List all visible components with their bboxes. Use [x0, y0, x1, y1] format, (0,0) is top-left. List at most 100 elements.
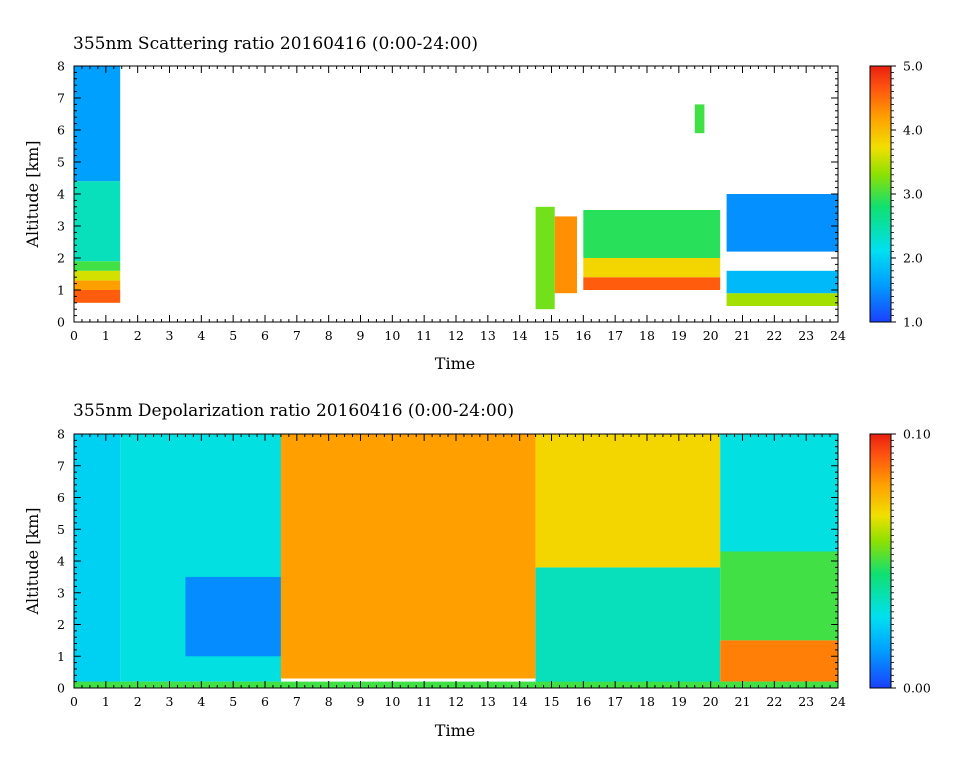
x-tick-label: 23: [798, 328, 814, 343]
x-tick-label: 16: [575, 328, 591, 343]
heatmap-cell: [720, 640, 838, 682]
x-tick-label: 15: [544, 694, 560, 709]
heatmap-cell: [583, 210, 721, 258]
x-tick-label: 13: [480, 694, 496, 709]
colorbar-tick-label: 0.10: [903, 427, 931, 442]
heatmap-cell: [185, 576, 281, 657]
x-tick-label: 22: [766, 694, 782, 709]
heatmap-cell: [720, 551, 838, 641]
heatmap-cell: [694, 104, 705, 134]
heatmap-cell: [74, 434, 121, 688]
colorbar-tick-label: 0.00: [903, 681, 931, 696]
x-tick-label: 21: [735, 328, 751, 343]
x-tick-label: 8: [325, 328, 333, 343]
y-tick-label: 0: [57, 315, 65, 330]
x-tick-label: 7: [293, 694, 301, 709]
heatmap-cell: [74, 290, 121, 303]
heatmap-cell: [535, 206, 555, 310]
x-tick-label: 5: [229, 694, 237, 709]
depolarization-ratio-panel: 355nm Depolarization ratio 20160416 (0:0…: [23, 401, 931, 740]
x-tick-label: 6: [261, 328, 269, 343]
x-tick-label: 9: [357, 328, 365, 343]
y-tick-label: 6: [57, 123, 65, 138]
x-tick-label: 3: [166, 694, 174, 709]
x-tick-label: 9: [357, 694, 365, 709]
x-tick-label: 1: [102, 328, 110, 343]
x-axis-label: Time: [435, 721, 475, 740]
heatmap-cell: [535, 567, 721, 685]
y-tick-label: 4: [57, 554, 65, 569]
y-tick-label: 8: [57, 427, 65, 442]
colorbar-tick-label: 2.0: [903, 251, 923, 266]
x-tick-label: 17: [607, 328, 623, 343]
x-tick-label: 14: [512, 328, 528, 343]
heatmap-cell: [583, 258, 721, 278]
y-tick-label: 8: [57, 59, 65, 74]
heatmap-cell: [535, 434, 721, 568]
y-axis-label: Altitude [km]: [23, 140, 42, 248]
colorbar-gradient: [869, 65, 892, 323]
x-tick-label: 21: [735, 694, 751, 709]
colorbar-tick-label: 3.0: [903, 187, 923, 202]
scattering-ratio-panel: 355nm Scattering ratio 20160416 (0:00-24…: [23, 34, 923, 373]
heatmap-cell: [726, 293, 838, 306]
x-tick-label: 14: [512, 694, 528, 709]
x-tick-label: 10: [384, 328, 400, 343]
x-tick-label: 22: [766, 328, 782, 343]
heatmap-cell: [554, 216, 577, 294]
x-tick-label: 20: [703, 328, 719, 343]
x-tick-label: 0: [70, 694, 78, 709]
heatmap-cell: [74, 261, 121, 271]
x-tick-label: 0: [70, 328, 78, 343]
x-tick-label: 10: [384, 694, 400, 709]
y-tick-label: 7: [57, 91, 65, 106]
x-tick-label: 11: [416, 328, 432, 343]
x-tick-label: 18: [639, 328, 655, 343]
y-tick-label: 2: [57, 617, 65, 632]
x-tick-label: 5: [229, 328, 237, 343]
chart-title: 355nm Scattering ratio 20160416 (0:00-24…: [73, 34, 478, 54]
x-tick-label: 19: [671, 328, 687, 343]
x-tick-label: 23: [798, 694, 814, 709]
heatmap-cell: [74, 270, 121, 281]
y-tick-label: 3: [57, 585, 65, 600]
x-tick-label: 2: [134, 694, 142, 709]
heatmap-cell: [583, 277, 721, 290]
x-tick-label: 24: [830, 694, 846, 709]
x-tick-label: 12: [448, 328, 464, 343]
x-tick-label: 1: [102, 694, 110, 709]
heatmap-cell: [720, 434, 838, 552]
y-tick-label: 0: [57, 681, 65, 696]
colorbar-gradient: [869, 433, 892, 689]
y-tick-label: 3: [57, 219, 65, 234]
colorbar-tick-label: 5.0: [903, 59, 923, 74]
x-tick-label: 4: [197, 328, 205, 343]
y-tick-label: 2: [57, 251, 65, 266]
x-tick-label: 13: [480, 328, 496, 343]
x-tick-label: 4: [197, 694, 205, 709]
x-tick-label: 12: [448, 694, 464, 709]
colorbar-tick-label: 4.0: [903, 123, 923, 138]
heatmap-cell: [726, 194, 838, 252]
y-tick-label: 6: [57, 490, 65, 505]
y-tick-label: 5: [57, 522, 65, 537]
colorbar: 0.00 0.10: [869, 427, 931, 696]
plot-background: [74, 66, 838, 322]
y-tick-label: 1: [57, 649, 65, 664]
y-tick-label: 4: [57, 187, 65, 202]
chart-title: 355nm Depolarization ratio 20160416 (0:0…: [73, 401, 514, 421]
y-tick-label: 1: [57, 283, 65, 298]
x-tick-label: 20: [703, 694, 719, 709]
plot-area: 0 1 2 3 4 5 6 7 8 9 10 11 12 13 14 15 16 17 18 19 20 21 22 23 24…: [57, 59, 846, 344]
x-tick-label: 17: [607, 694, 623, 709]
colorbar-tick-label: 1.0: [903, 315, 923, 330]
x-tick-label: 18: [639, 694, 655, 709]
x-tick-label: 11: [416, 694, 432, 709]
x-tick-label: 19: [671, 694, 687, 709]
x-tick-label: 24: [830, 328, 846, 343]
x-tick-label: 16: [575, 694, 591, 709]
x-tick-label: 2: [134, 328, 142, 343]
y-tick-label: 7: [57, 458, 65, 473]
y-tick-label: 5: [57, 155, 65, 170]
